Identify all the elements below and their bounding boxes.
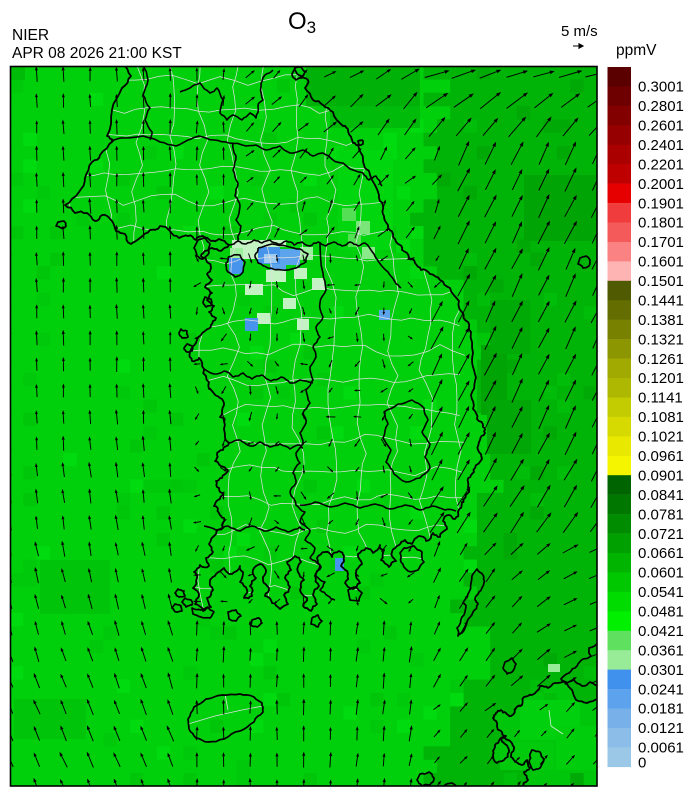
svg-text:NIER: NIER (12, 27, 49, 44)
svg-text:0.0181: 0.0181 (638, 701, 684, 718)
svg-text:0.0301: 0.0301 (638, 662, 684, 679)
svg-text:0.2001: 0.2001 (638, 176, 684, 193)
svg-text:0.0661: 0.0661 (638, 545, 684, 562)
svg-text:0.1261: 0.1261 (638, 351, 684, 368)
svg-text:0: 0 (638, 755, 646, 772)
svg-text:0.1201: 0.1201 (638, 370, 684, 387)
svg-text:ppmV: ppmV (616, 42, 657, 59)
svg-text:0.0061: 0.0061 (638, 740, 684, 757)
svg-text:0.1501: 0.1501 (638, 273, 684, 290)
svg-text:0.0541: 0.0541 (638, 584, 684, 601)
svg-text:0.3001: 0.3001 (638, 79, 684, 96)
svg-text:APR 08 2026 21:00 KST: APR 08 2026 21:00 KST (12, 45, 182, 62)
svg-text:0.0361: 0.0361 (638, 642, 684, 659)
svg-text:0.0601: 0.0601 (638, 565, 684, 582)
svg-text:0.0841: 0.0841 (638, 487, 684, 504)
svg-text:0.0241: 0.0241 (638, 681, 684, 698)
svg-text:0.1441: 0.1441 (638, 293, 684, 310)
svg-text:0.1601: 0.1601 (638, 254, 684, 271)
svg-text:5 m/s: 5 m/s (561, 23, 598, 40)
svg-text:0.0961: 0.0961 (638, 448, 684, 465)
svg-text:0.2201: 0.2201 (638, 156, 684, 173)
svg-text:0.1321: 0.1321 (638, 331, 684, 348)
svg-text:0.1801: 0.1801 (638, 215, 684, 232)
svg-text:0.1081: 0.1081 (638, 409, 684, 426)
svg-text:0.2601: 0.2601 (638, 118, 684, 135)
svg-text:0.1381: 0.1381 (638, 312, 684, 329)
svg-text:0.0721: 0.0721 (638, 526, 684, 543)
svg-text:0.0901: 0.0901 (638, 467, 684, 484)
svg-text:0.0421: 0.0421 (638, 623, 684, 640)
svg-text:0.1901: 0.1901 (638, 195, 684, 212)
svg-text:0.0121: 0.0121 (638, 720, 684, 737)
svg-text:0.1701: 0.1701 (638, 234, 684, 251)
svg-text:0.0781: 0.0781 (638, 506, 684, 523)
svg-text:0.2801: 0.2801 (638, 98, 684, 115)
svg-text:0.0481: 0.0481 (638, 604, 684, 621)
svg-text:0.1141: 0.1141 (638, 390, 683, 407)
svg-text:0.2401: 0.2401 (638, 137, 684, 154)
svg-text:0.1021: 0.1021 (638, 429, 684, 446)
